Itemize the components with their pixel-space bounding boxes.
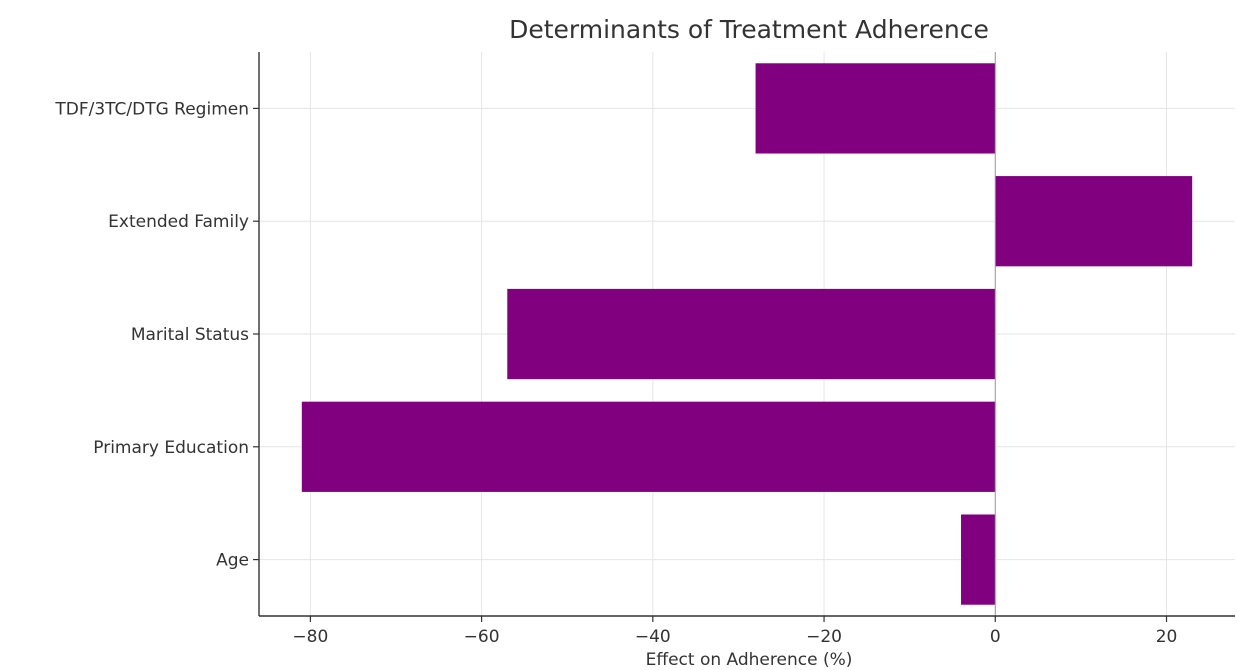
bars-layer [301, 63, 1193, 605]
x-tick-label: −60 [464, 627, 500, 647]
x-tick-label: 20 [1156, 627, 1178, 647]
y-category-label: Extended Family [108, 212, 249, 232]
y-category-label: TDF/3TC/DTG Regimen [54, 99, 249, 119]
bar [301, 401, 996, 492]
x-tick-label: −80 [292, 627, 328, 647]
y-category-label: Marital Status [131, 325, 249, 345]
y-ticks: Age Primary Education Marital Status Extend… [54, 99, 259, 571]
x-tick-label: 0 [990, 627, 1001, 647]
bar [755, 63, 996, 154]
x-ticks: −80 −60 −40 −20 0 20 [292, 616, 1177, 647]
x-tick-label: −20 [806, 627, 842, 647]
bar [995, 176, 1193, 267]
y-category-label: Age [216, 551, 249, 571]
chart-title: Determinants of Treatment Adherence [509, 15, 989, 44]
y-category-label: Primary Education [93, 438, 249, 458]
x-axis-label: Effect on Adherence (%) [646, 650, 853, 670]
x-tick-label: −40 [635, 627, 671, 647]
bar [961, 514, 996, 605]
bar [507, 288, 996, 380]
